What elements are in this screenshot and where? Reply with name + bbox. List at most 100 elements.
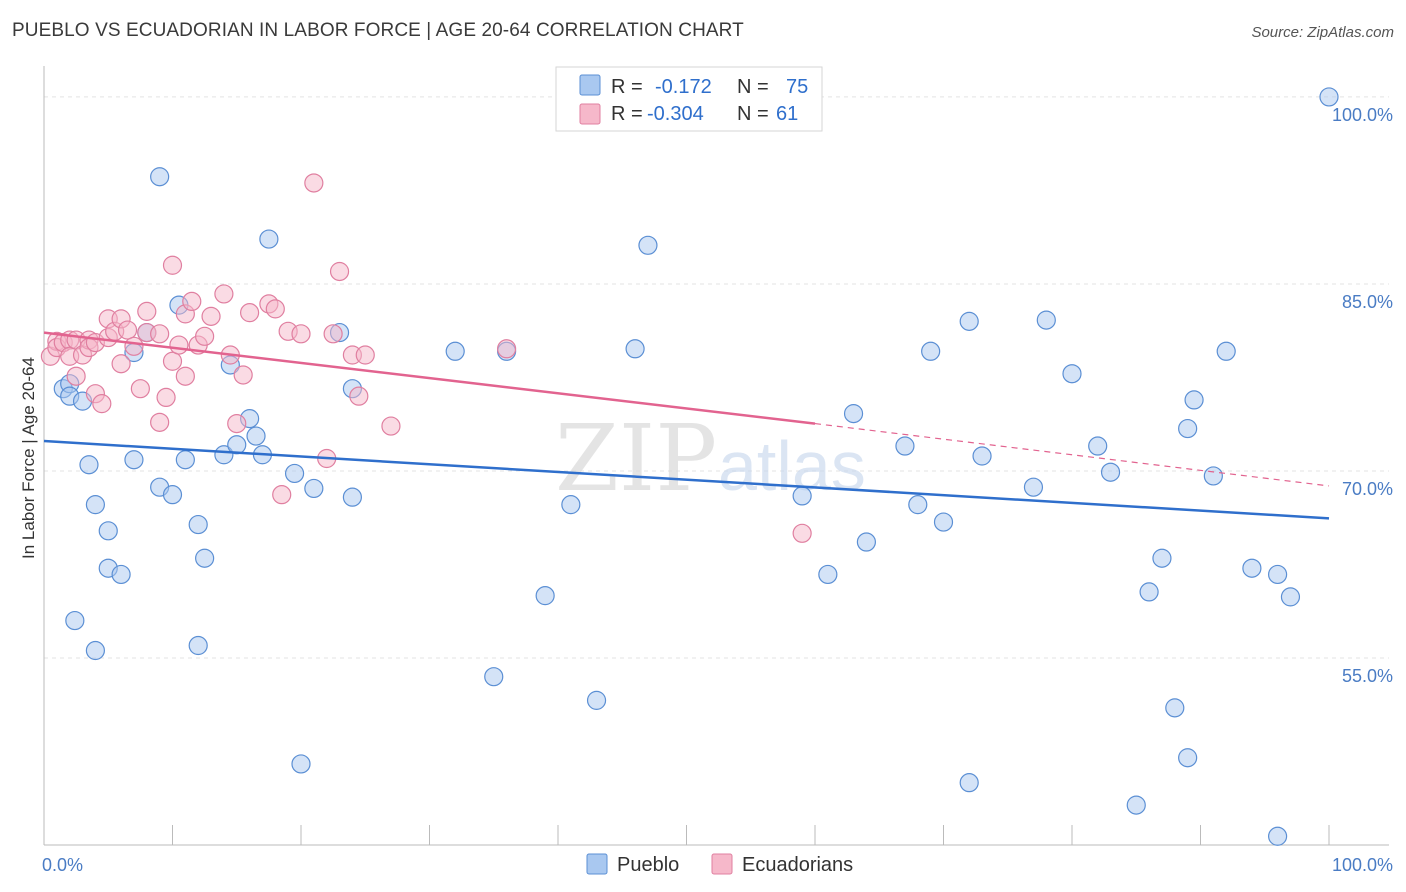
- ecuadorian-point: [233, 365, 253, 385]
- ecuadorian-point: [66, 366, 86, 386]
- legend-n-value-pueblo: 75: [786, 76, 808, 98]
- legend-r-label: R =: [611, 103, 643, 125]
- y-tick-label: 85.0%: [1342, 292, 1393, 312]
- pueblo-point: [1165, 698, 1185, 718]
- pueblo-point: [1178, 418, 1198, 439]
- pueblo-point: [895, 436, 915, 456]
- pueblo-point: [1319, 87, 1339, 107]
- pueblo-point: [162, 485, 183, 505]
- pueblo-point: [124, 450, 144, 470]
- pueblo-point: [586, 690, 607, 710]
- ecuadorian-point: [169, 335, 189, 355]
- pueblo-point: [625, 339, 645, 359]
- legend-n-label: N =: [737, 103, 769, 125]
- legend-n-value-ecuadorian: 61: [776, 103, 798, 125]
- pueblo-point: [98, 521, 118, 541]
- ecuadorian-point: [156, 387, 176, 408]
- pueblo-point: [1267, 564, 1288, 585]
- y-tick-label: 55.0%: [1342, 666, 1393, 686]
- legend-r-value-ecuadorian: -0.304: [647, 103, 704, 125]
- ecuadorian-point: [150, 412, 170, 432]
- ecuadorian-point: [150, 324, 170, 344]
- pueblo-legend-swatch: [579, 74, 601, 96]
- pueblo-point: [85, 495, 106, 515]
- pueblo-point: [856, 532, 877, 552]
- watermark: ZIP atlas: [555, 405, 866, 512]
- ecuadorian-series-swatch: [711, 853, 733, 875]
- pueblo-points: [53, 87, 1339, 846]
- pueblo-point: [259, 229, 279, 249]
- series-legend: Pueblo Ecuadorians: [586, 853, 853, 876]
- pueblo-point: [1216, 341, 1236, 361]
- x-tick-labels: 0.0% 100.0%: [42, 855, 1393, 875]
- pueblo-point: [908, 495, 928, 515]
- ecuadorian-point: [92, 394, 112, 414]
- x-tick-label: 100.0%: [1332, 855, 1393, 875]
- watermark-zip: ZIP: [555, 405, 717, 512]
- pueblo-point: [111, 564, 131, 585]
- ecuadorian-legend-swatch: [579, 103, 601, 125]
- ecuadorian-point: [272, 485, 292, 505]
- pueblo-series-swatch: [586, 853, 608, 875]
- pueblo-point: [561, 495, 581, 515]
- pueblo-point: [1184, 390, 1204, 410]
- pueblo-point: [1100, 462, 1121, 482]
- pueblo-point: [246, 426, 266, 446]
- y-tick-label: 70.0%: [1342, 479, 1393, 499]
- ecuadorian-point: [111, 354, 131, 374]
- ecuadorian-point: [195, 326, 215, 346]
- pueblo-point: [792, 486, 812, 506]
- y-axis-label: In Labor Force | Age 20-64: [19, 357, 38, 559]
- ecuadorian-point: [182, 291, 202, 312]
- ecuadorian-point: [227, 413, 247, 434]
- legend-n-label: N =: [737, 76, 769, 98]
- pueblo-point: [284, 463, 305, 484]
- ecuadorian-point: [137, 301, 157, 321]
- y-tick-labels: 55.0% 70.0% 85.0% 100.0%: [1332, 105, 1393, 686]
- pueblo-point: [188, 635, 208, 656]
- ecuadorian-point: [124, 336, 144, 356]
- ecuadorian-point: [162, 255, 183, 275]
- pueblo-point: [933, 512, 954, 532]
- pueblo-point: [175, 450, 195, 470]
- ecuadorian-point: [497, 339, 517, 359]
- series-name-ecuadorian: Ecuadorians: [742, 854, 853, 876]
- pueblo-point: [1023, 477, 1044, 497]
- pueblo-point: [79, 455, 99, 475]
- x-tick-label: 0.0%: [42, 855, 83, 875]
- chart-title: PUEBLO VS ECUADORIAN IN LABOR FORCE | AG…: [12, 20, 744, 41]
- ecuadorian-points: [40, 173, 812, 543]
- pueblo-trend-line: [43, 439, 1330, 520]
- pueblo-point: [304, 478, 324, 499]
- ecuadorian-point: [291, 324, 311, 344]
- pueblo-point: [1280, 587, 1301, 607]
- pueblo-point: [1126, 795, 1146, 815]
- ecuadorian-point: [792, 523, 812, 543]
- legend-r-label: R =: [611, 76, 643, 98]
- ecuadorian-trend-extension: [814, 422, 1330, 487]
- pueblo-point: [1152, 548, 1172, 568]
- pueblo-point: [959, 773, 979, 793]
- pueblo-point: [972, 446, 992, 466]
- pueblo-point: [65, 610, 85, 631]
- ecuadorian-point: [265, 299, 285, 319]
- ecuadorian-point: [355, 345, 375, 365]
- pueblo-point: [150, 167, 170, 187]
- ecuadorian-point: [381, 416, 401, 436]
- pueblo-point: [291, 754, 311, 774]
- watermark-atlas: atlas: [718, 427, 866, 505]
- ecuadorian-point: [162, 351, 183, 371]
- pueblo-point: [1267, 826, 1288, 846]
- source-credit: Source: ZipAtlas.com: [1251, 24, 1394, 41]
- ecuadorian-point: [214, 284, 234, 304]
- pueblo-point: [484, 667, 504, 687]
- pueblo-point: [638, 235, 658, 255]
- pueblo-point: [843, 404, 864, 424]
- pueblo-point: [188, 514, 208, 535]
- pueblo-point: [1062, 364, 1082, 384]
- pueblo-point: [921, 341, 941, 361]
- pueblo-point: [1036, 310, 1056, 330]
- legend-r-value-pueblo: -0.172: [655, 76, 712, 98]
- series-name-pueblo: Pueblo: [617, 854, 679, 876]
